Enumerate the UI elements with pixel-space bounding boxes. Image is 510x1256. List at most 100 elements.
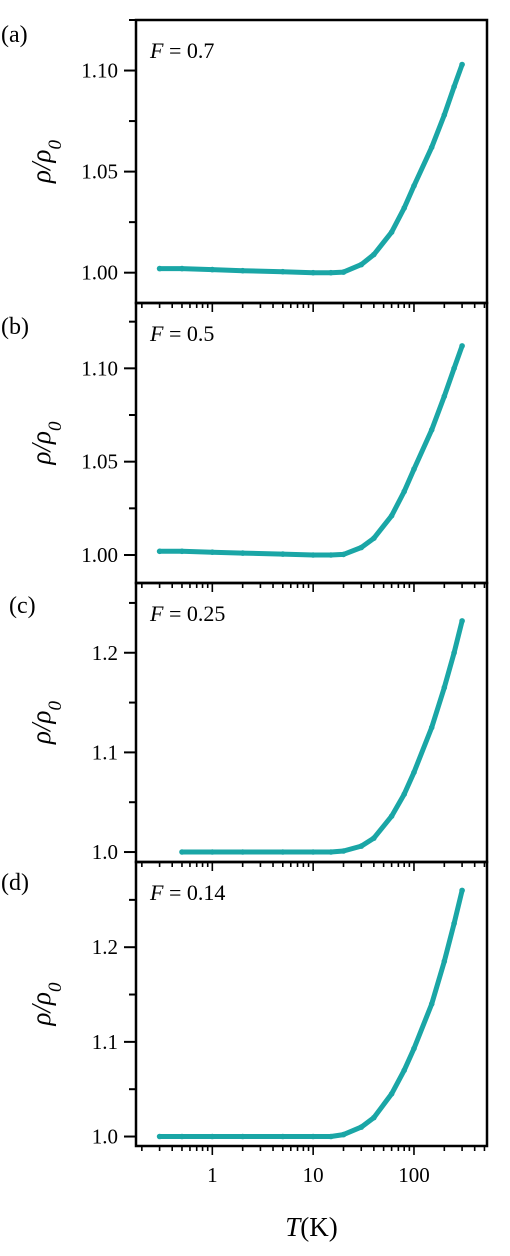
- data-point: [209, 849, 216, 855]
- y-axis-title-base: ρ/ρ: [26, 992, 56, 1026]
- data-point: [428, 144, 435, 151]
- y-axis-title: ρ/ρ0: [26, 421, 66, 465]
- data-point: [280, 268, 286, 275]
- data-point: [459, 618, 465, 624]
- panels: 1.001.051.10(a)F = 0.7ρ/ρ01.001.051.10(b…: [1, 18, 489, 1242]
- panel-d: 1.0 1.1 1.2 1 10 100 (d) F = 0.14 ρ/ρ0 T(K): [1, 860, 489, 1242]
- x-tick-label: 1: [207, 1163, 218, 1187]
- y-axis-title: ρ/ρ0: [26, 701, 66, 745]
- data-point: [428, 427, 435, 433]
- data-point: [340, 551, 347, 558]
- panel-a: 1.00 1.05 1.10 (a) F = 0.7 ρ/ρ0: [1, 18, 489, 312]
- y-axis-title-subscript: 0: [45, 982, 66, 992]
- data-point: [340, 1131, 347, 1138]
- data-point: [358, 261, 365, 268]
- data-point: [156, 1133, 163, 1140]
- data-point: [179, 265, 185, 272]
- data-point: [209, 549, 216, 555]
- x-tick-label: 10: [303, 1163, 324, 1187]
- y-tick-label: 1.0: [92, 840, 118, 864]
- data-point: [388, 813, 395, 819]
- data-point: [388, 1091, 395, 1097]
- data-point: [358, 843, 365, 849]
- data-point: [401, 1067, 408, 1074]
- y-tick-label: 1.0: [92, 1125, 118, 1149]
- data-line: [157, 887, 465, 1139]
- data-point: [280, 849, 286, 855]
- y-tick-label: 1.10: [81, 356, 118, 380]
- annotation-variable: F: [149, 321, 164, 346]
- y-tick-label: 1.1: [92, 1030, 118, 1054]
- y-axis-title-subscript: 0: [45, 140, 66, 150]
- data-point: [371, 1114, 377, 1121]
- annotation-value: = 0.7: [163, 38, 214, 63]
- y-axis-title-base: ρ/ρ: [26, 150, 56, 184]
- panel-label: (b): [1, 314, 29, 340]
- data-point: [441, 393, 448, 400]
- y-axis-title: ρ/ρ0: [26, 140, 66, 184]
- annotation-variable: F: [149, 880, 164, 905]
- data-point: [179, 849, 185, 855]
- y-tick-label: 1.1: [92, 740, 118, 764]
- y-axis-title-subscript: 0: [45, 701, 66, 711]
- data-point: [459, 343, 465, 349]
- data-point: [411, 466, 417, 472]
- annotation-value: = 0.5: [163, 321, 214, 346]
- x-axis-title-unit: (K): [300, 1212, 337, 1242]
- data-line: [157, 343, 465, 558]
- data-point: [371, 835, 377, 841]
- data-point: [428, 724, 435, 731]
- data-point: [358, 1124, 365, 1130]
- data-point: [428, 1001, 435, 1007]
- annotation: F = 0.5: [149, 321, 214, 346]
- data-point: [156, 265, 163, 272]
- data-point: [451, 365, 457, 372]
- data-point: [459, 887, 465, 894]
- y-axis-title: ρ/ρ0: [26, 982, 66, 1026]
- data-point: [340, 269, 347, 275]
- x-axis-title: T(K): [285, 1212, 338, 1242]
- y-tick-label: 1.00: [81, 261, 118, 285]
- y-tick-label: 1.2: [92, 935, 118, 959]
- data-point: [310, 849, 316, 855]
- annotation-value: = 0.14: [163, 880, 225, 905]
- y-axis-title-base: ρ/ρ: [26, 711, 56, 745]
- data-point: [451, 83, 457, 90]
- annotation: F = 0.14: [149, 880, 225, 905]
- y-axis-title-base: ρ/ρ: [26, 431, 56, 465]
- data-point: [358, 544, 365, 551]
- annotation: F = 0.7: [149, 38, 214, 63]
- y-tick-label: 1.2: [92, 641, 118, 665]
- data-point: [156, 548, 163, 555]
- panel-b: 1.00 1.05 1.10 (b) F = 0.5 ρ/ρ0: [1, 301, 489, 592]
- data-point: [310, 552, 316, 558]
- data-point: [459, 61, 465, 68]
- data-point: [239, 550, 246, 556]
- data-line: [179, 618, 465, 855]
- data-point: [340, 848, 347, 854]
- data-point: [411, 1045, 417, 1052]
- data-point: [310, 1133, 316, 1140]
- data-point: [209, 266, 216, 273]
- data-point: [328, 269, 334, 276]
- data-point: [401, 205, 408, 211]
- y-tick-label: 1.05: [81, 160, 118, 184]
- annotation-variable: F: [149, 38, 164, 63]
- data-point: [371, 535, 377, 541]
- data-point: [239, 1133, 246, 1140]
- x-axis-title-variable: T: [285, 1212, 302, 1242]
- annotation: F = 0.25: [149, 601, 225, 626]
- data-point: [401, 791, 408, 797]
- data-point: [451, 920, 457, 927]
- panel-label: (d): [1, 870, 29, 896]
- y-tick-label: 1.10: [81, 59, 118, 83]
- data-point: [179, 1133, 185, 1140]
- panel-label: (a): [1, 22, 28, 48]
- data-point: [310, 269, 316, 276]
- data-point: [388, 513, 395, 519]
- plot-frame: [134, 860, 489, 1148]
- y-tick-label: 1.05: [81, 450, 118, 474]
- panel-label: (c): [9, 593, 36, 619]
- data-point: [280, 551, 286, 557]
